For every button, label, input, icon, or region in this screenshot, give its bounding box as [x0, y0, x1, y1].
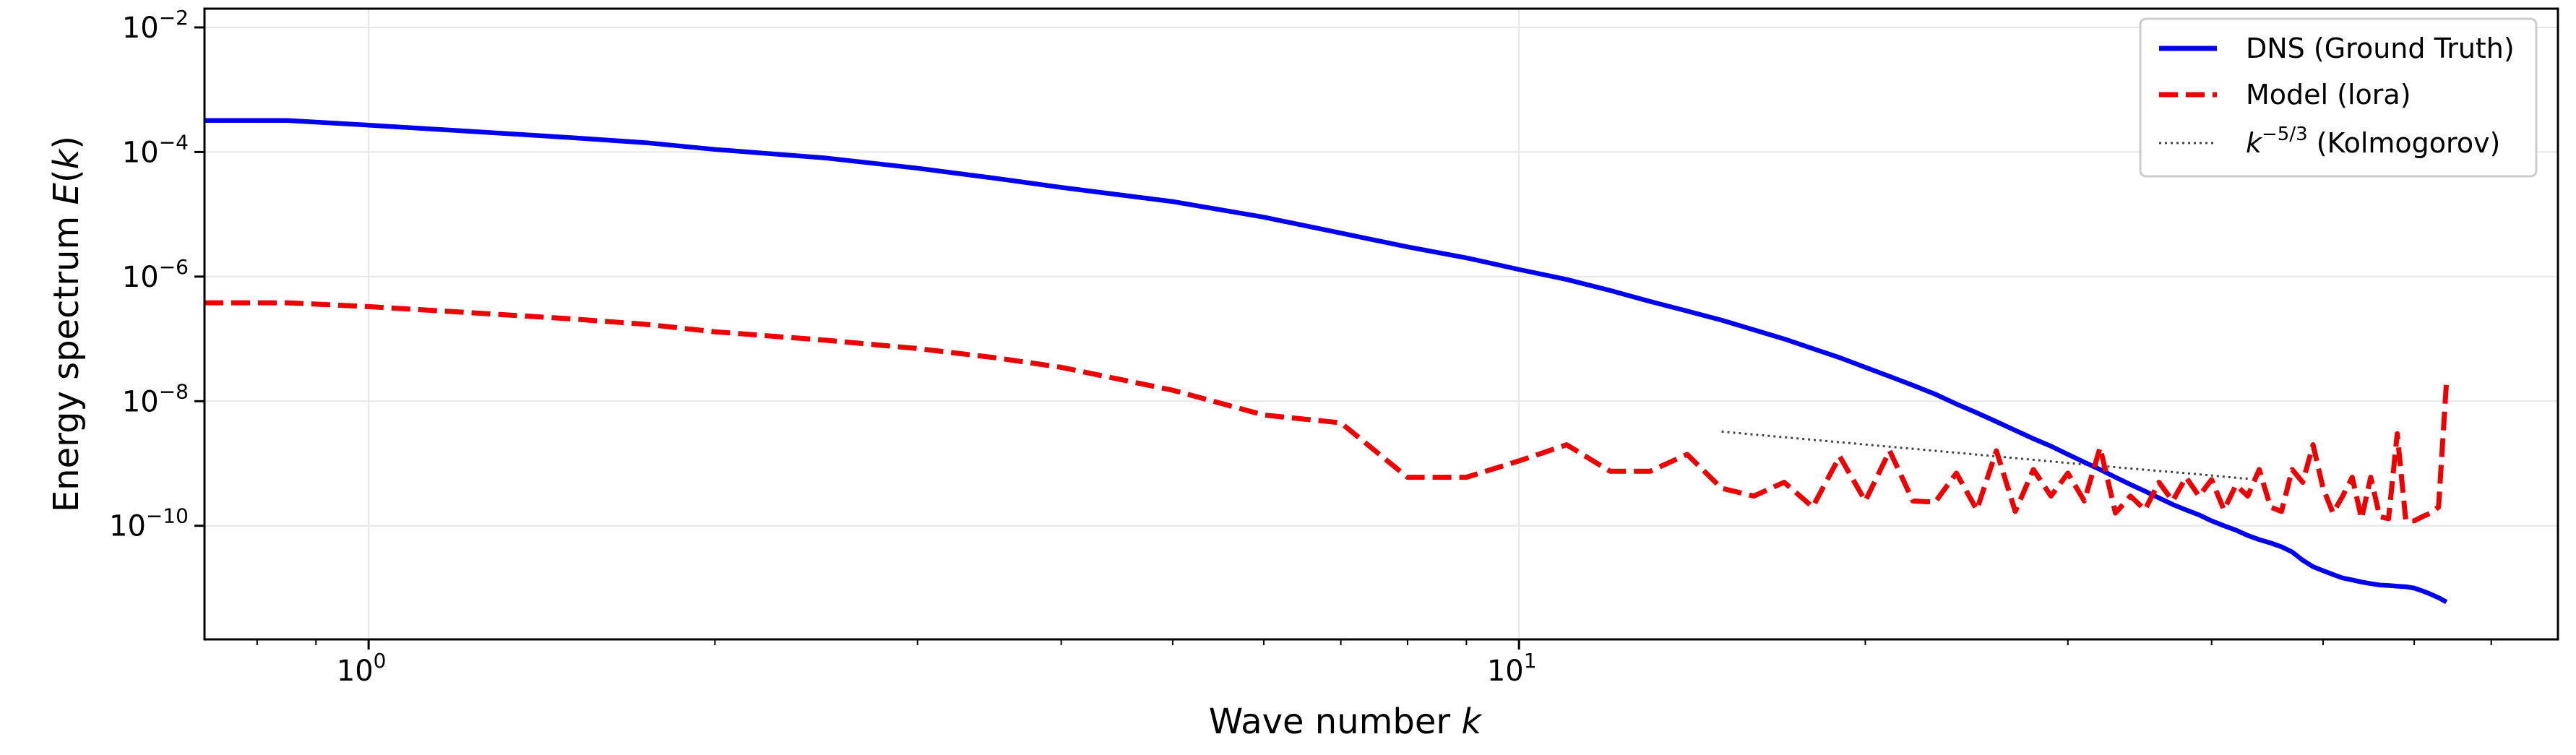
- legend: DNS (Ground Truth) Model (lora) k−5/3 (K…: [2140, 19, 2536, 176]
- legend-kolmogorov-exponent: −5/3: [2262, 124, 2308, 145]
- x-axis-label: Wave number k: [1209, 702, 1483, 742]
- energy-spectrum-figure: 100 10110−210−410−610−810−10Wave number k…: [0, 0, 2576, 755]
- y-axis-label: Energy spectrum E(k): [46, 136, 87, 512]
- legend-label-dns: DNS (Ground Truth): [2246, 33, 2515, 64]
- legend-kolmogorov-k: k: [2246, 127, 2263, 159]
- legend-label-model: Model (lora): [2246, 79, 2411, 111]
- legend-kolmogorov-rest: (Kolmogorov): [2308, 127, 2501, 159]
